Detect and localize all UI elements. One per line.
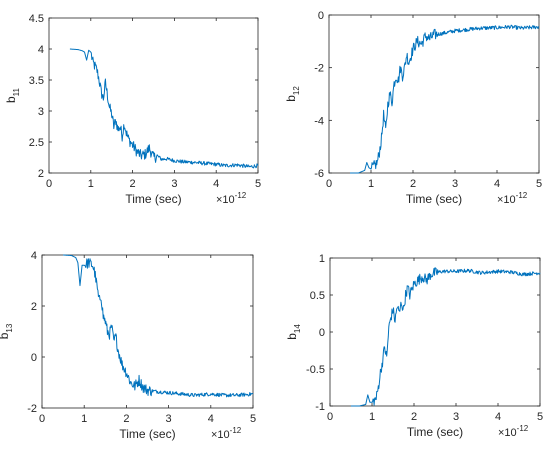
- x-exponent-label: ×10-12: [497, 191, 528, 206]
- y-axis-label-subscript: 13: [5, 323, 14, 332]
- y-tick-label: 1: [319, 253, 325, 265]
- x-exponent-base: ×10: [211, 429, 230, 441]
- y-axis-label-subscript: 12: [292, 86, 301, 95]
- x-tick-label: 3: [171, 178, 177, 190]
- y-axis-label-base: b: [284, 95, 298, 102]
- x-tick-label: 0: [326, 178, 332, 190]
- axes-frame: [328, 14, 540, 174]
- chart-panel-bottom-right: 0 1 2 3 4 5 -1 -0.5 0 0.5 1 Time (sec) ×10-12 b14: [285, 253, 543, 439]
- x-tick-label: 4: [494, 178, 500, 190]
- y-tick-label: 0.5: [310, 290, 325, 302]
- y-tick-label: -0.5: [306, 364, 325, 376]
- x-exponent-label: ×10-12: [216, 191, 247, 206]
- y-tick-label: 0: [31, 352, 37, 364]
- y-tick-label: -2: [27, 403, 37, 415]
- y-axis-label: b11: [4, 87, 21, 103]
- y-tick-label: 0: [318, 10, 324, 22]
- axes-frame: [48, 17, 259, 174]
- y-axis-label: b13: [0, 323, 14, 339]
- x-tick-label: 3: [452, 178, 458, 190]
- x-tick-label: 1: [81, 413, 87, 425]
- y-tick-label: 3: [38, 106, 44, 118]
- series-line: [69, 48, 259, 169]
- y-axis-label-subscript: 14: [293, 324, 302, 333]
- y-tick-label: 2: [38, 168, 44, 180]
- y-axis-label: b12: [284, 86, 301, 102]
- x-tick-label: 4: [213, 178, 219, 190]
- x-exponent-base: ×10: [498, 427, 517, 439]
- y-tick-label: 2.5: [29, 137, 44, 149]
- x-tick-label: 4: [208, 413, 214, 425]
- x-tick-label: 5: [536, 178, 542, 190]
- x-exponent-power: -12: [517, 424, 529, 433]
- y-tick-label: 4.5: [29, 13, 44, 25]
- x-tick-label: 2: [130, 178, 136, 190]
- x-tick-label: 3: [453, 411, 459, 423]
- y-tick-label: -4: [314, 115, 324, 127]
- x-tick-label: 5: [537, 411, 543, 423]
- y-tick-label: -1: [315, 401, 325, 413]
- x-axis-label: Time (sec): [406, 192, 462, 206]
- chart-panel-top-left: 0 1 2 3 4 5 2 2.5 3 3.5 4 4.5 Time (sec) ×10-12 b11: [4, 13, 261, 206]
- x-tick-label: 0: [327, 411, 333, 423]
- x-exponent-power: -12: [230, 426, 242, 435]
- x-tick-label: 2: [410, 178, 416, 190]
- y-axis-label-base: b: [285, 333, 299, 340]
- y-tick-label: 4: [38, 44, 44, 56]
- y-tick-label: 2: [31, 301, 37, 313]
- y-axis-label: b14: [285, 324, 302, 340]
- y-axis-label-base: b: [0, 332, 11, 339]
- series-line: [350, 24, 540, 174]
- x-axis-label: Time (sec): [407, 425, 463, 439]
- x-exponent-label: ×10-12: [211, 426, 242, 441]
- y-tick-label: -2: [314, 63, 324, 75]
- y-tick-label: 3.5: [29, 75, 44, 87]
- x-exponent-power: -12: [235, 191, 247, 200]
- x-tick-label: 1: [88, 178, 94, 190]
- y-tick-label: -6: [314, 168, 324, 180]
- x-tick-label: 3: [166, 413, 172, 425]
- x-tick-label: 1: [368, 178, 374, 190]
- x-tick-label: 1: [369, 411, 375, 423]
- y-tick-label: 4: [31, 250, 37, 262]
- x-exponent-label: ×10-12: [498, 424, 529, 439]
- x-axis-label: Time (sec): [119, 427, 175, 441]
- x-tick-label: 5: [255, 178, 261, 190]
- series-line: [351, 267, 541, 407]
- axes-frame: [329, 257, 541, 407]
- axes-frame: [41, 254, 254, 409]
- x-axis-label: Time (sec): [125, 192, 181, 206]
- x-tick-label: 4: [495, 411, 501, 423]
- x-exponent-base: ×10: [216, 194, 235, 206]
- x-tick-label: 0: [39, 413, 45, 425]
- x-tick-label: 5: [250, 413, 256, 425]
- x-tick-label: 0: [46, 178, 52, 190]
- y-tick-label: 0: [319, 327, 325, 339]
- series-line: [63, 254, 254, 398]
- x-exponent-base: ×10: [497, 194, 516, 206]
- x-exponent-power: -12: [516, 191, 528, 200]
- y-axis-label-base: b: [4, 96, 18, 103]
- x-tick-label: 2: [411, 411, 417, 423]
- x-tick-label: 2: [123, 413, 129, 425]
- y-axis-label-subscript: 11: [12, 87, 21, 96]
